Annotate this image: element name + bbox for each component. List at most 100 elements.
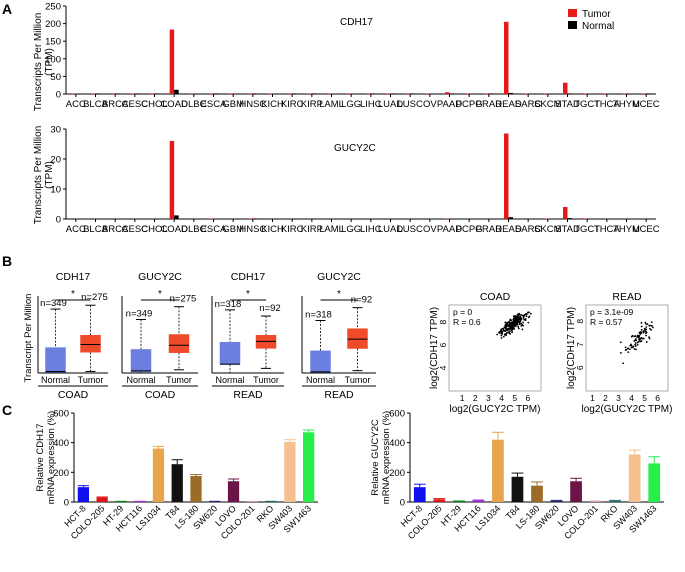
legend-label-normal: Normal	[582, 21, 614, 32]
x-tick-label-tumor: Tumor	[345, 375, 371, 385]
box-tumor	[80, 335, 101, 353]
y-axis-label-line1: Relative CDH17	[35, 423, 46, 491]
group-label: COAD	[58, 389, 89, 401]
scatter-point	[521, 314, 524, 317]
panel-a2-ylabel-line1: Transcripts Per Million	[33, 126, 44, 225]
x-tick-label-normal: Normal	[41, 375, 70, 385]
bar-sw403	[284, 441, 296, 502]
x-tick-label: ACC	[66, 224, 86, 235]
scatter-point	[527, 311, 529, 314]
scatter-point	[521, 328, 524, 331]
y-tick-label: 200	[45, 19, 61, 30]
x-tick-label: LGG	[341, 99, 361, 110]
bar-tumor-kirc	[287, 93, 293, 94]
chart-title: CDH17	[56, 271, 91, 283]
bar-tumor-paad	[445, 92, 450, 94]
scatter-point	[514, 322, 516, 325]
scatter-point	[517, 317, 520, 320]
y-tick-label: 200	[389, 468, 405, 479]
bar-normal-coad	[174, 215, 179, 219]
bar-lovo	[227, 481, 240, 502]
x-tick-label: KIRP	[301, 224, 323, 235]
bar-tumor-chol	[150, 93, 155, 94]
panel-label-b: B	[2, 253, 12, 269]
scatter-point	[500, 328, 503, 331]
y-tick-label: 20	[50, 155, 61, 166]
n-label-normal: n=318	[305, 310, 332, 321]
scatter-point	[628, 348, 631, 351]
scatter-point	[636, 343, 639, 346]
bar-tumor-brca	[110, 93, 116, 94]
x-tick-label: LAML	[319, 224, 344, 235]
y-tick-label: 600	[389, 409, 405, 420]
stat-r: R = 0.57	[590, 317, 623, 327]
bar-tumor-lusc	[405, 93, 411, 94]
bar-sw620	[209, 500, 221, 502]
y-tick-label: 100	[45, 54, 61, 65]
bar-tumor-esca	[209, 93, 214, 94]
x-tick-label: SKCM	[534, 224, 562, 235]
scatter-point	[522, 324, 524, 327]
bar-normal-kirc	[292, 93, 297, 94]
x-tick-label: LIHC	[360, 99, 382, 110]
box-chart-b2: GUCY2C * n=349 Normal n=275 Tumor COAD	[121, 271, 198, 401]
x-tick-label: CHOL	[141, 224, 167, 235]
x-tick-label: BRCA	[102, 99, 129, 110]
scatter-point	[645, 330, 648, 333]
y-tick-label: 250	[45, 2, 61, 13]
x-tick-label: LUSC	[397, 99, 422, 110]
scatter-point	[638, 334, 641, 337]
stat-p: p = 0	[453, 307, 472, 317]
x-tick-label: 4	[499, 393, 504, 403]
chart-title: GUCY2C	[334, 143, 376, 154]
scatter-point	[523, 318, 525, 321]
x-tick-label: TGCT	[574, 224, 600, 235]
y-tick-label: 30	[50, 125, 61, 136]
scatter-point	[634, 343, 637, 346]
legend-label-tumor: Tumor	[582, 9, 611, 20]
x-tick-label: LGG	[341, 224, 361, 235]
scatter-point	[514, 320, 517, 323]
scatter-point	[642, 330, 645, 333]
scatter-point	[626, 347, 629, 350]
x-tick-label: LUAD	[378, 224, 403, 235]
bar-normal-stad	[567, 218, 572, 219]
scatter-point	[517, 327, 520, 330]
scatter-point	[640, 325, 643, 328]
bar-hct116	[472, 500, 485, 502]
x-tick-label: HNSC	[239, 224, 266, 235]
bar-tumor-thym	[622, 93, 627, 94]
x-tick-label: 1	[590, 393, 595, 403]
scatter-point	[625, 348, 628, 351]
scatter-point	[500, 330, 503, 333]
bar-hct-8	[77, 487, 90, 502]
bar-normal-lihc	[370, 93, 376, 94]
bar-tumor-skcm	[543, 93, 548, 94]
box-chart-b3: CDH17 * n=318 Normal n=92 Tumor READ	[211, 271, 284, 401]
y-tick-label: 400	[389, 438, 405, 449]
scatter-point	[506, 321, 508, 324]
x-tick-label: 3	[486, 393, 491, 403]
x-tick-label: KIRP	[301, 99, 323, 110]
y-axis-label-line2: mRNA expression (%)	[381, 411, 392, 504]
scatter-point	[632, 345, 635, 348]
scatter-point	[525, 315, 528, 318]
group-label: COAD	[145, 389, 176, 401]
scatter-point	[510, 324, 513, 327]
x-tick-label: COAD	[160, 224, 188, 235]
bar-sw620	[550, 500, 563, 502]
scatter-point	[506, 327, 509, 330]
x-axis-label: log2(GUCY2C TPM)	[450, 404, 541, 415]
scatter-point	[522, 321, 525, 324]
bar-hct116	[134, 500, 146, 502]
y-tick-label: 6	[438, 343, 448, 348]
box-normal	[310, 350, 331, 373]
chart-a2-gucy2c: 0 10 20 30 GUCY2C ACCBLCABRCACESCCHOLCOADDLBC…	[50, 125, 659, 236]
significance-star: *	[71, 289, 75, 300]
x-tick-label-normal: Normal	[306, 375, 335, 385]
scatter-point	[627, 351, 630, 354]
legend-swatch-normal	[568, 21, 577, 29]
bar-colo-205	[96, 497, 108, 502]
box-tumor	[347, 328, 368, 349]
bar-tumor-dlbc	[189, 93, 194, 94]
